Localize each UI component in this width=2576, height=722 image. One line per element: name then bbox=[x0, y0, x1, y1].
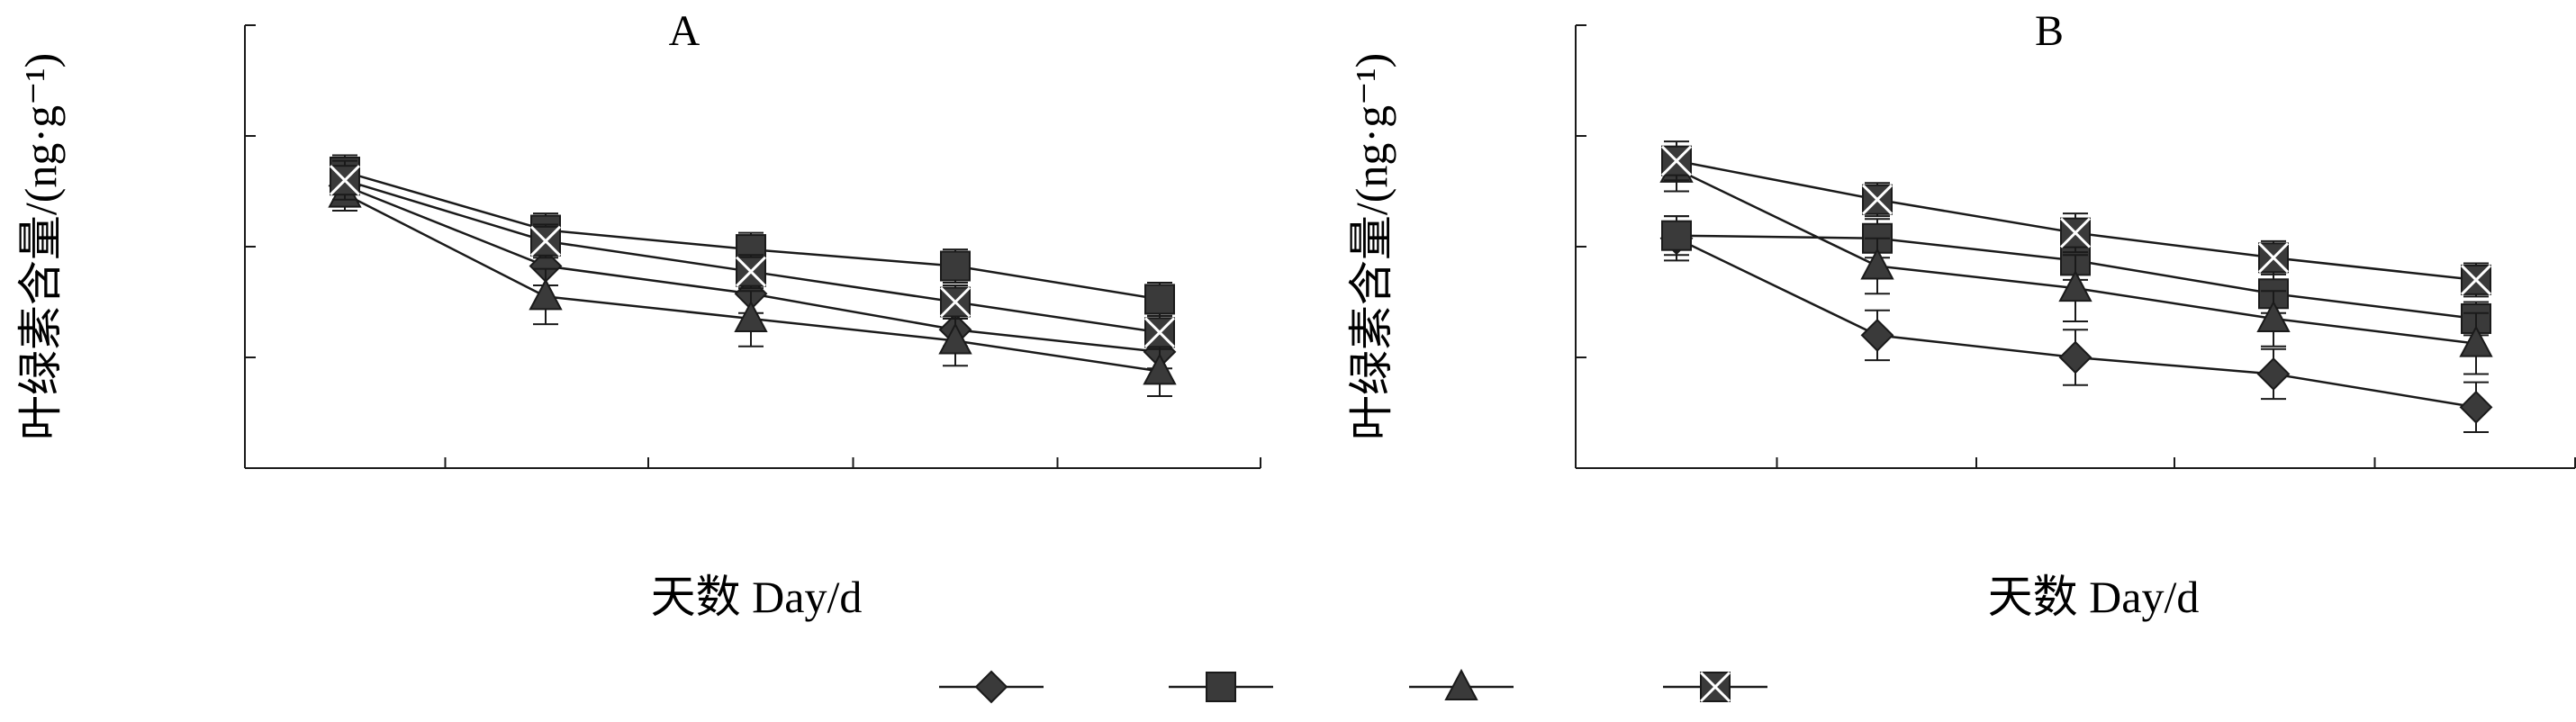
panel-a-point-qcck bbox=[529, 225, 562, 257]
panel-b-point-jjys bbox=[2058, 340, 2092, 375]
panel-a-x-axis-title: 天数 Day/d bbox=[651, 572, 863, 622]
panel-b-title: B bbox=[2035, 7, 2064, 55]
panel-a-point-qcys bbox=[938, 322, 972, 355]
panel-b-point-jjys bbox=[2459, 390, 2493, 424]
panel-b-point-qcck bbox=[1861, 184, 1894, 215]
panel-b-point-qcck bbox=[2059, 217, 2092, 248]
panel-b-point-qcys bbox=[2058, 269, 2092, 302]
panel-a-point-qcck bbox=[735, 256, 767, 287]
panel-b-point-jjys bbox=[1860, 318, 1894, 352]
legend-marker-jjck bbox=[1206, 672, 1236, 702]
legend-marker-qcys bbox=[1444, 668, 1478, 700]
legend-marker-jjys bbox=[974, 670, 1008, 704]
panel-b-point-jjys bbox=[2256, 357, 2291, 391]
panel-b-point-qcck bbox=[1660, 145, 1693, 176]
panel-b-point-qcys bbox=[2256, 300, 2291, 332]
panel-a-point-jjck bbox=[1144, 284, 1175, 315]
panel-b: B 天数 Day/d 叶绿素含量/(ng·g⁻¹) bbox=[1346, 7, 2576, 622]
panel-a-point-qcys bbox=[1143, 353, 1177, 385]
panel-b-x-axis-title: 天数 Day/d bbox=[1988, 572, 2200, 622]
panel-b-point-qcys bbox=[1860, 248, 1894, 280]
panel-a-y-axis-title: 叶绿素含量/(ng·g⁻¹) bbox=[15, 53, 66, 440]
panel-b-y-axis-title: 叶绿素含量/(ng·g⁻¹) bbox=[1346, 53, 1396, 440]
panel-b-point-qcck bbox=[2460, 264, 2492, 295]
panel-b-point-jjck bbox=[1661, 220, 1692, 251]
panel-b-point-qcck bbox=[2257, 242, 2290, 274]
panel-a-title: A bbox=[669, 7, 700, 55]
panel-a-point-qcys bbox=[529, 278, 563, 311]
legend-marker-qcck bbox=[1699, 671, 1731, 703]
panel-a: A 天数 Day/d 叶绿素含量/(ng·g⁻¹) bbox=[15, 7, 1261, 622]
legend bbox=[939, 668, 1767, 704]
panel-a-point-qcck bbox=[329, 165, 361, 196]
panel-a-point-qcck bbox=[939, 286, 972, 318]
panel-b-point-qcys bbox=[2459, 325, 2493, 357]
panel-a-point-qcys bbox=[734, 300, 768, 332]
panel-a-point-qcck bbox=[1143, 317, 1176, 348]
panel-a-point-jjck bbox=[940, 250, 971, 282]
